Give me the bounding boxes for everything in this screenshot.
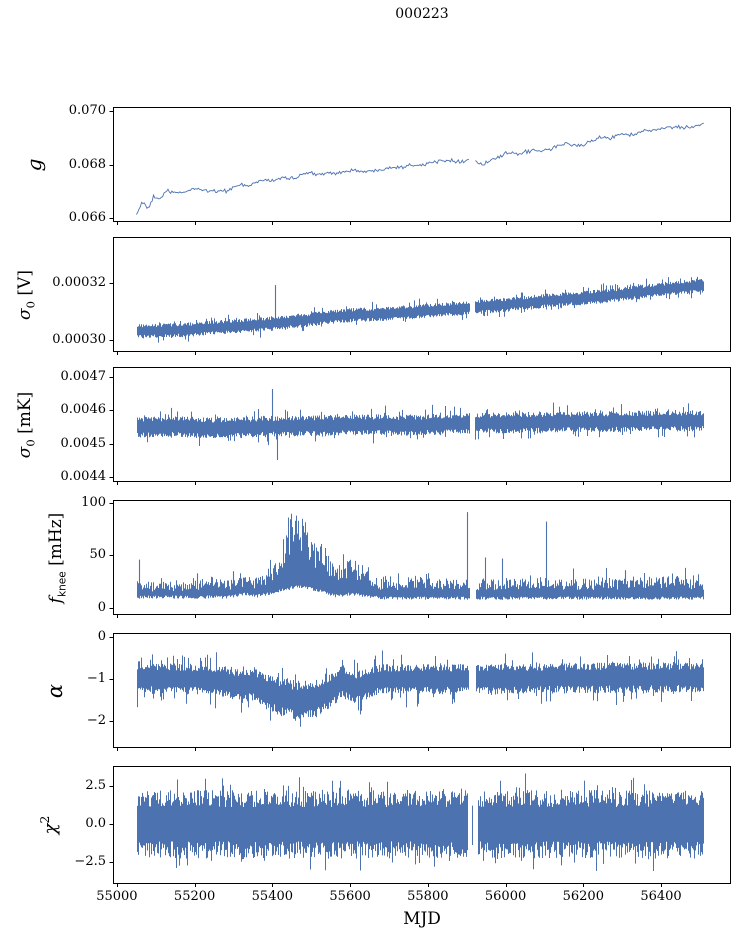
x-tick-label: 56000 [484,889,527,904]
y-tick-label-sigma0-mk: 0.0044 [60,468,107,484]
y-tick-label-sigma0-mk: 0.0047 [60,369,107,385]
subplot-g-canvas [103,107,735,229]
y-tick-label-sigma0-mk: 0.0045 [60,435,107,451]
subplot-sigma0-v-canvas [103,237,735,359]
subplot-chi2-canvas [103,766,735,891]
figure-title: 000223 [395,6,449,22]
x-tick-label: 55800 [407,889,449,904]
x-tick-label: 56200 [562,889,604,904]
y-tick-label-sigma0-v: 0.00032 [52,275,106,291]
ylabel-sigma0-mk: σ0 [mK] [15,391,38,458]
x-tick-label: 55200 [173,889,216,904]
y-tick-label-chi2: −2.5 [74,854,106,870]
y-tick-label-fknee: 100 [81,494,106,510]
subplot-sigma0-mk-canvas [103,367,735,489]
ylabel-chi2: χ2 [38,815,61,835]
x-tick-label: 55600 [329,889,371,904]
y-tick-label-g: 0.066 [68,209,106,225]
x-tick-label: 55000 [96,889,138,904]
x-tick-label: 56400 [640,889,682,904]
y-tick-label-chi2: 2.5 [85,778,106,794]
y-tick-label-g: 0.068 [68,156,106,172]
y-tick-label-sigma0-mk: 0.0046 [60,402,107,418]
y-tick-label-fknee: 50 [89,547,106,563]
y-tick-label-alpha: −1 [86,671,106,687]
x-tick-label: 55400 [251,889,294,904]
x-axis-label: MJD [403,909,441,929]
y-tick-label-g: 0.070 [68,103,106,119]
y-tick-label-fknee: 0 [97,600,106,616]
y-tick-label-chi2: 0.0 [85,816,106,832]
y-tick-label-sigma0-v: 0.00030 [52,332,106,348]
subplot-fknee-canvas [103,500,735,622]
subplot-alpha-canvas [103,633,735,755]
y-tick-label-alpha: 0 [97,628,106,644]
y-tick-label-alpha: −2 [86,713,106,729]
